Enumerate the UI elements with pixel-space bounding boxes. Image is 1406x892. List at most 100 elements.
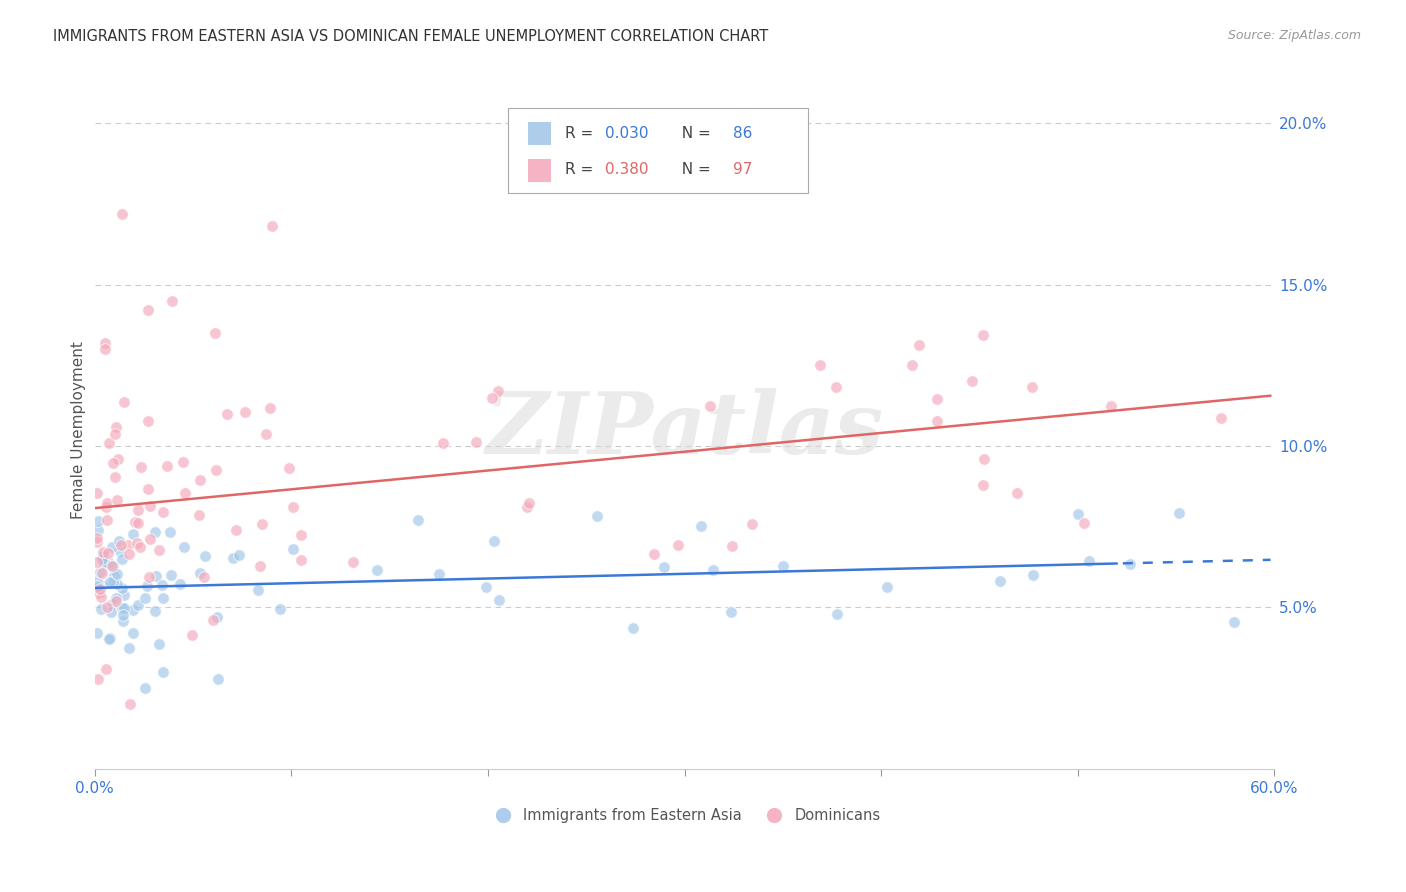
Point — [1119, 557, 1142, 571]
Point — [406, 513, 429, 527]
Point — [269, 601, 291, 615]
Point — [134, 681, 156, 696]
Point — [222, 550, 245, 565]
Point — [124, 515, 146, 529]
Point — [100, 605, 122, 619]
Point — [108, 543, 131, 558]
Point — [972, 328, 994, 343]
Point — [101, 597, 124, 611]
Text: ZIPatlas: ZIPatlas — [485, 388, 883, 472]
Point — [86, 574, 108, 588]
Point — [250, 516, 273, 531]
Point — [143, 604, 166, 618]
Point — [488, 593, 510, 607]
Point — [465, 435, 488, 450]
Point — [188, 473, 211, 487]
Point — [112, 588, 135, 602]
Point — [1073, 516, 1095, 531]
Point — [1099, 399, 1122, 413]
Point — [96, 496, 118, 510]
Point — [173, 540, 195, 554]
Point — [427, 566, 450, 581]
Point — [187, 508, 209, 522]
Point — [118, 547, 141, 561]
Point — [901, 359, 924, 373]
Point — [988, 574, 1011, 588]
Point — [110, 601, 132, 615]
Point — [107, 451, 129, 466]
Point — [117, 538, 139, 552]
Point — [159, 525, 181, 540]
Point — [825, 607, 848, 621]
Text: R =: R = — [565, 162, 599, 178]
Point — [111, 206, 134, 220]
Point — [193, 570, 215, 584]
Point — [228, 548, 250, 562]
Point — [204, 326, 226, 341]
Point — [86, 534, 108, 549]
Point — [927, 414, 949, 428]
Point — [1078, 554, 1101, 568]
Point — [87, 523, 110, 537]
Point — [1067, 507, 1090, 521]
Point — [103, 456, 125, 470]
FancyBboxPatch shape — [527, 159, 551, 182]
Point — [97, 436, 120, 450]
Point — [134, 591, 156, 606]
Point — [91, 566, 114, 580]
Point — [87, 579, 110, 593]
Point — [127, 535, 149, 549]
Point — [96, 600, 118, 615]
Point — [127, 516, 149, 530]
Point — [174, 485, 197, 500]
Point — [87, 672, 110, 686]
Text: R =: R = — [565, 126, 599, 141]
Point — [162, 293, 184, 308]
Point — [105, 577, 128, 591]
Point — [105, 493, 128, 508]
Point — [432, 436, 454, 450]
Point — [138, 570, 160, 584]
Point — [93, 557, 115, 571]
Point — [90, 552, 112, 566]
Point — [233, 405, 256, 419]
Point — [225, 523, 247, 537]
Text: Source: ZipAtlas.com: Source: ZipAtlas.com — [1227, 29, 1361, 43]
Point — [86, 625, 108, 640]
Point — [107, 534, 129, 549]
Point — [720, 539, 742, 553]
Point — [278, 461, 301, 475]
Point — [643, 547, 665, 561]
Point — [160, 568, 183, 582]
Point — [194, 549, 217, 563]
Point — [91, 577, 114, 591]
Point — [246, 582, 269, 597]
Point — [1168, 507, 1191, 521]
Point — [482, 534, 505, 549]
Point — [152, 505, 174, 519]
Point — [366, 563, 388, 577]
Point — [105, 593, 128, 607]
Point — [110, 538, 132, 552]
Point — [86, 579, 108, 593]
Point — [127, 598, 149, 612]
Point — [96, 513, 118, 527]
Point — [93, 335, 115, 350]
Point — [145, 524, 167, 539]
Point — [103, 569, 125, 583]
Point — [111, 582, 134, 596]
Point — [741, 517, 763, 532]
Point — [586, 509, 609, 524]
Point — [481, 391, 503, 405]
Point — [145, 569, 167, 583]
Point — [104, 470, 127, 484]
Point — [101, 574, 124, 589]
Point — [249, 559, 271, 574]
Point — [129, 541, 152, 555]
Point — [105, 566, 128, 581]
Text: 0.030: 0.030 — [606, 126, 650, 141]
Text: IMMIGRANTS FROM EASTERN ASIA VS DOMINICAN FEMALE UNEMPLOYMENT CORRELATION CHART: IMMIGRANTS FROM EASTERN ASIA VS DOMINICA… — [53, 29, 769, 45]
Point — [621, 621, 644, 635]
Point — [972, 478, 994, 492]
Text: N =: N = — [672, 162, 716, 178]
